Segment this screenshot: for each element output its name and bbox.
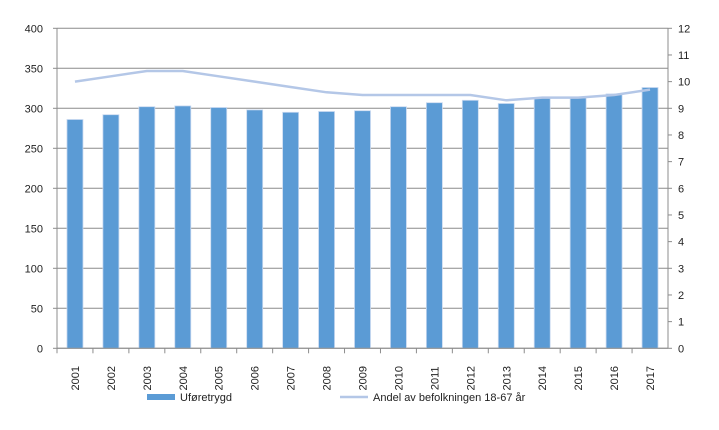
x-tick-label: 2007 — [286, 366, 298, 390]
bar-2008 — [319, 112, 335, 349]
right-tick-label: 5 — [678, 210, 684, 222]
x-tick-label: 2006 — [250, 366, 262, 390]
bar-2007 — [283, 112, 299, 348]
bar-2004 — [175, 106, 191, 348]
bar-2001 — [67, 120, 83, 349]
right-tick-label: 7 — [678, 157, 684, 169]
bar-2006 — [247, 110, 263, 348]
line-series — [75, 71, 650, 100]
legend-label-line: Andel av befolkningen 18-67 år — [373, 392, 526, 404]
right-tick-label: 2 — [678, 290, 684, 302]
x-tick-label: 2003 — [142, 366, 154, 390]
bar-2014 — [534, 98, 550, 348]
right-tick-label: 1 — [678, 317, 684, 329]
left-tick-label: 100 — [25, 263, 43, 275]
left-tick-label: 350 — [25, 63, 43, 75]
right-tick-label: 12 — [678, 23, 690, 35]
left-tick-label: 300 — [25, 103, 43, 115]
right-tick-label: 10 — [678, 77, 690, 89]
x-tick-label: 2001 — [70, 366, 82, 390]
right-tick-label: 11 — [678, 50, 689, 62]
x-tick-label: 2004 — [178, 366, 190, 390]
x-tick-label: 2002 — [106, 366, 118, 390]
bar-2015 — [570, 98, 586, 348]
x-tick-label: 2016 — [609, 366, 621, 390]
x-tick-label: 2011 — [429, 366, 441, 390]
legend-label-bars: Uføretrygd — [180, 392, 232, 404]
right-tick-label: 4 — [678, 237, 684, 249]
left-tick-label: 50 — [31, 303, 43, 315]
x-tick-label: 2005 — [214, 366, 226, 390]
right-tick-label: 8 — [678, 130, 684, 142]
right-tick-label: 6 — [678, 183, 684, 195]
legend-swatch-bars — [147, 394, 175, 400]
left-tick-label: 250 — [25, 143, 43, 155]
x-tick-label: 2017 — [645, 366, 657, 390]
right-tick-label: 9 — [678, 103, 684, 115]
x-tick-label: 2009 — [358, 366, 370, 390]
bar-2005 — [211, 108, 227, 349]
x-tick-label: 2014 — [537, 366, 549, 390]
x-tick-label: 2010 — [393, 366, 405, 390]
bar-2012 — [462, 100, 478, 348]
right-tick-label: 3 — [678, 263, 684, 275]
x-tick-label: 2015 — [573, 366, 585, 390]
bar-2010 — [390, 107, 406, 349]
bar-2013 — [498, 104, 514, 349]
left-tick-label: 0 — [37, 343, 43, 355]
bar-2017 — [642, 88, 658, 349]
x-tick-label: 2012 — [465, 366, 477, 390]
x-tick-label: 2008 — [322, 366, 334, 390]
bar-2002 — [103, 115, 119, 349]
bar-2011 — [426, 103, 442, 349]
left-tick-label: 400 — [25, 23, 43, 35]
bar-2003 — [139, 107, 155, 349]
bar-2016 — [606, 94, 622, 348]
bar-2009 — [355, 111, 371, 349]
left-tick-label: 150 — [25, 223, 43, 235]
left-tick-label: 200 — [25, 183, 43, 195]
right-tick-label: 0 — [678, 343, 684, 355]
x-tick-label: 2013 — [501, 366, 513, 390]
